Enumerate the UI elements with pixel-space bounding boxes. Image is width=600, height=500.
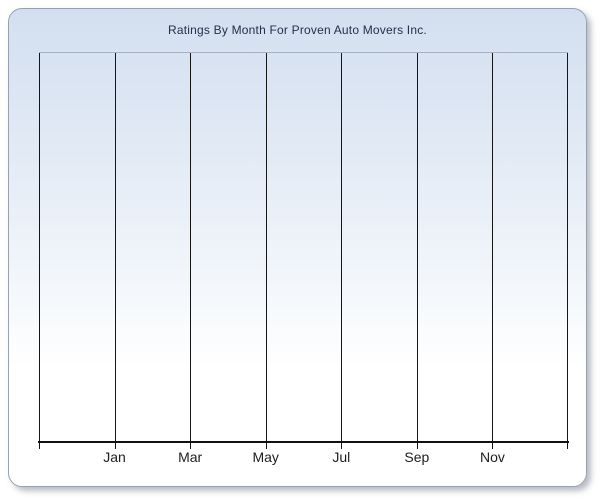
x-axis-label: Nov [479, 449, 505, 465]
x-axis-label: Jul [332, 449, 351, 465]
gridline [190, 53, 192, 442]
gridline [492, 53, 494, 442]
x-axis-tick [492, 441, 494, 449]
x-axis-tick [341, 441, 343, 449]
gridline [341, 53, 343, 442]
x-axis: Jan Mar May Jul Sep Nov [39, 441, 568, 473]
x-axis-tick [416, 441, 418, 449]
gridline [39, 53, 40, 442]
chart-panel: Ratings By Month For Proven Auto Movers … [8, 8, 587, 487]
x-axis-label: Mar [178, 449, 203, 465]
x-axis-tick [114, 441, 116, 449]
x-axis-tick [39, 441, 40, 449]
gridline [567, 53, 568, 442]
x-axis-label: May [252, 449, 279, 465]
chart-title: Ratings By Month For Proven Auto Movers … [168, 23, 427, 37]
x-axis-tick [567, 441, 568, 449]
plot-area [39, 52, 568, 442]
x-axis-label: Jan [103, 449, 126, 465]
x-axis-label: Sep [404, 449, 430, 465]
gridline [114, 53, 116, 442]
x-axis-tick [190, 441, 192, 449]
x-axis-line [38, 441, 569, 443]
gridline [416, 53, 418, 442]
x-axis-tick [265, 441, 267, 449]
gridline [265, 53, 267, 442]
